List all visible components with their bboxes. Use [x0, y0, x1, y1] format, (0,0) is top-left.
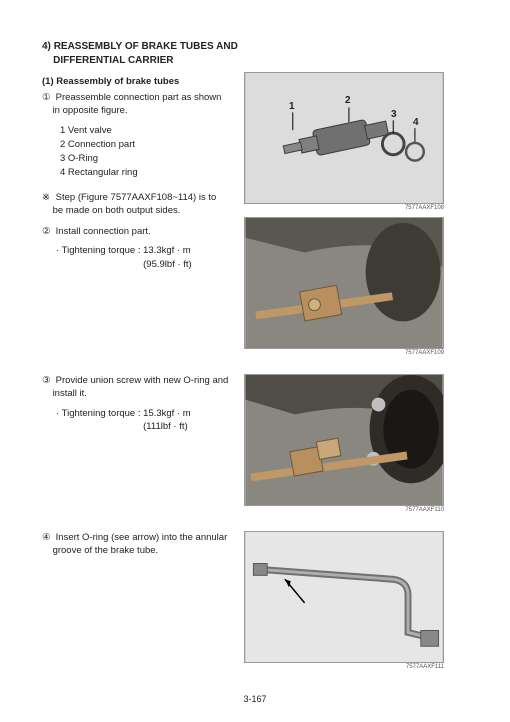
figure-caption: 7577AAXF110 [244, 507, 444, 513]
note-marker: ※ [42, 191, 53, 204]
step-text-l1: Insert O-ring (see arrow) into the annul… [56, 532, 228, 543]
figure-caption: 7577AAXF109 [244, 350, 444, 356]
subsection-title: Reassembly of brake tubes [56, 76, 179, 87]
section-num: 4) [42, 41, 51, 52]
step-marker: ② [42, 225, 53, 238]
torque-spec: · Tightening torque : 15.3kgf · m · Tigh… [56, 407, 232, 434]
figure-2 [244, 217, 444, 349]
step-4: ④ Insert O-ring (see arrow) into the ann… [42, 531, 232, 558]
note-text-l2: be made on both output sides. [53, 205, 181, 216]
figure-3 [244, 374, 444, 506]
step-text: Install connection part. [56, 226, 151, 237]
step-text-l2: install it. [53, 388, 87, 399]
section-title-line2: DIFFERENTIAL CARRIER [53, 55, 173, 66]
torque-val2: (111lbf · ft) [143, 421, 188, 432]
step-marker: ④ [42, 531, 53, 544]
callout-1: 1 [289, 101, 295, 112]
section-title-line1: REASSEMBLY OF BRAKE TUBES AND [54, 41, 238, 52]
note-1: ※ Step (Figure 7577AAXF108~114) is to be… [42, 191, 232, 218]
step-text-l2: groove of the brake tube. [53, 545, 159, 556]
part-item: 3 O-Ring [60, 152, 232, 166]
figure-caption: 7577AAXF111 [244, 664, 444, 670]
subsection-num: (1) [42, 76, 54, 87]
callout-4: 4 [413, 117, 419, 128]
callout-2: 2 [345, 95, 351, 106]
note-text-l1: Step (Figure 7577AAXF108~114) is to [56, 192, 217, 203]
callout-3: 3 [391, 109, 397, 120]
step-3: ③ Provide union screw with new O-ring an… [42, 374, 232, 401]
section-heading: 4) REASSEMBLY OF BRAKE TUBES AND DIFFERE… [42, 40, 480, 68]
page-number: 3-167 [0, 694, 510, 704]
step-text-l1: Preassemble connection part as shown [56, 92, 222, 103]
step-1: ① Preassemble connection part as shown i… [42, 91, 232, 118]
step-text-l2: in opposite figure. [53, 105, 128, 116]
part-item: 1 Vent valve [60, 124, 232, 138]
subsection-heading: (1) Reassembly of brake tubes [42, 76, 232, 87]
torque-spec: · Tightening torque : 13.3kgf · m · Tigh… [56, 244, 232, 271]
step-text-l1: Provide union screw with new O-ring and [56, 375, 229, 386]
part-item: 2 Connection part [60, 138, 232, 152]
torque-val1: 15.3kgf · m [141, 408, 191, 419]
step-marker: ① [42, 91, 53, 104]
step-marker: ③ [42, 374, 53, 387]
step-2: ② Install connection part. [42, 225, 232, 238]
part-item: 4 Rectangular ring [60, 166, 232, 180]
figure-caption: 7577AAXF108 [244, 205, 444, 211]
figure-4 [244, 531, 444, 663]
figure-1: 1 2 3 4 [244, 72, 444, 204]
torque-val1: 13.3kgf · m [141, 245, 191, 256]
torque-label: · Tightening torque : [56, 245, 141, 256]
torque-label: · Tightening torque : [56, 408, 141, 419]
parts-list: 1 Vent valve 2 Connection part 3 O-Ring … [60, 124, 232, 181]
torque-val2: (95.9lbf · ft) [143, 259, 192, 270]
